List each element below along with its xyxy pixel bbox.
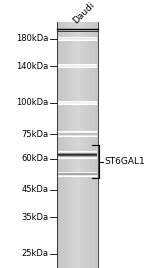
- Bar: [74, 22, 75, 268]
- Bar: [83, 22, 84, 268]
- Bar: [76, 22, 77, 268]
- Bar: [91, 22, 92, 268]
- Bar: [77, 22, 78, 268]
- Text: 45kDa: 45kDa: [21, 185, 48, 194]
- Bar: [93, 22, 94, 268]
- Bar: [67, 22, 68, 268]
- Bar: [78, 22, 79, 268]
- Text: 180kDa: 180kDa: [16, 34, 48, 43]
- Bar: [72, 22, 73, 268]
- Text: 100kDa: 100kDa: [16, 98, 48, 107]
- Bar: [61, 22, 62, 268]
- Text: 35kDa: 35kDa: [21, 213, 48, 222]
- Bar: [62, 22, 63, 268]
- Bar: [95, 22, 96, 268]
- Bar: [85, 22, 86, 268]
- Bar: [86, 22, 87, 268]
- Bar: [73, 22, 74, 268]
- Bar: [87, 22, 88, 268]
- Bar: [71, 22, 72, 268]
- Bar: [90, 22, 91, 268]
- Bar: [84, 22, 85, 268]
- Bar: [92, 22, 93, 268]
- Bar: [89, 22, 90, 268]
- Bar: [58, 22, 59, 268]
- Bar: [66, 22, 67, 268]
- Bar: [81, 22, 82, 268]
- Bar: [79, 22, 80, 268]
- Bar: [68, 22, 69, 268]
- Bar: [94, 22, 95, 268]
- Bar: [97, 22, 98, 268]
- Bar: [88, 22, 89, 268]
- Text: 60kDa: 60kDa: [21, 154, 48, 163]
- Text: 25kDa: 25kDa: [21, 250, 48, 258]
- Bar: [63, 22, 64, 268]
- Bar: [65, 22, 66, 268]
- Bar: [60, 22, 61, 268]
- Bar: [70, 22, 71, 268]
- Bar: [59, 22, 60, 268]
- Bar: [69, 22, 70, 268]
- Bar: [82, 22, 83, 268]
- Bar: [96, 22, 97, 268]
- Text: ST6GAL1: ST6GAL1: [105, 157, 146, 166]
- Bar: [64, 22, 65, 268]
- Bar: [75, 22, 76, 268]
- Bar: [57, 22, 58, 268]
- Text: 140kDa: 140kDa: [16, 62, 48, 71]
- Text: Daudi: Daudi: [71, 1, 96, 26]
- Text: 75kDa: 75kDa: [21, 130, 48, 139]
- Bar: [80, 22, 81, 268]
